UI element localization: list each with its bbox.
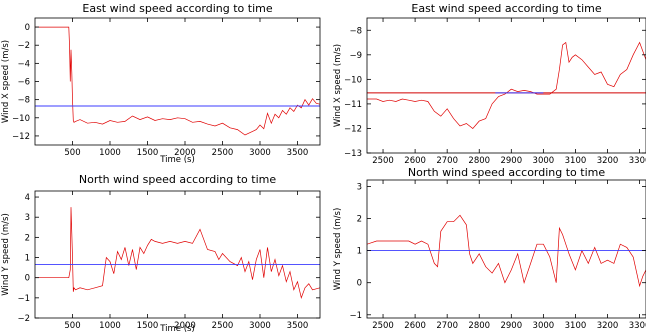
x-tick-label: 2500 <box>372 321 394 331</box>
plot-frame <box>366 17 646 154</box>
x-tick-label: 2900 <box>500 321 522 331</box>
y-tick-label: −1 <box>17 294 30 304</box>
y-tick-label: 1 <box>357 247 362 257</box>
y-tick-label: 3 <box>357 182 362 192</box>
x-tick-label: 3000 <box>249 321 271 331</box>
x-tick-label: 2500 <box>372 156 394 166</box>
chart-north-full: 500 1000 1500 2000 2500 3000 3500 −2 −1 0 1 2 3 4 Nort… <box>1 173 321 333</box>
x-tick-label: 2800 <box>468 321 490 331</box>
y-tick-label: 4 <box>25 193 30 203</box>
x-tick-label: 2500 <box>212 321 234 331</box>
x-tick-label: 3100 <box>565 156 587 166</box>
y-tick-label: −10 <box>12 114 30 124</box>
x-tick-label: 500 <box>64 321 80 331</box>
y-tick-label: 2 <box>357 215 362 225</box>
chart-title: East wind speed according to time <box>411 2 601 15</box>
chart-title: East wind speed according to time <box>82 2 272 15</box>
x-tick-label: 1000 <box>99 321 121 331</box>
x-tick-label: 2700 <box>436 156 458 166</box>
y-axis-label: Wind Y speed (m/s) <box>333 208 343 291</box>
x-tick-label: 1500 <box>137 148 159 158</box>
x-tick-label: 3000 <box>249 148 271 158</box>
y-tick-label: −2 <box>17 314 30 324</box>
x-tick-label: 2900 <box>500 156 522 166</box>
y-tick-label: −8 <box>349 26 362 36</box>
y-tick-label: −9 <box>349 51 362 61</box>
plot-frame <box>366 179 646 319</box>
x-tick-label: 2000 <box>174 148 196 158</box>
x-tick-label: 3500 <box>287 321 309 331</box>
y-tick-label: 0 <box>25 23 30 33</box>
x-tick-label: 1000 <box>99 148 121 158</box>
x-tick-label: 2000 <box>174 321 196 331</box>
y-tick-label: 1 <box>25 254 30 264</box>
plot-frame <box>34 17 321 146</box>
x-tick-label: 3300 <box>629 156 646 166</box>
y-tick-label: −12 <box>344 124 362 134</box>
x-tick-label: 3000 <box>533 321 555 331</box>
y-tick-label: −11 <box>344 100 362 110</box>
x-tick-label: 2500 <box>212 148 234 158</box>
chart-east-full: 500 1000 1500 2000 2500 3000 3500 −12 −10 −8 −6 −4 −… <box>1 2 321 165</box>
y-tick-label: −12 <box>12 132 30 142</box>
y-tick-label: 0 <box>25 274 30 284</box>
x-axis-label: Time (s) <box>159 155 195 165</box>
x-tick-label: 2600 <box>404 321 426 331</box>
x-tick-label: 3300 <box>629 321 646 331</box>
chart-title: North wind speed according to time <box>408 166 606 179</box>
y-tick-label: −10 <box>344 75 362 85</box>
chart-title: North wind speed according to time <box>79 173 277 186</box>
x-tick-label: 2800 <box>468 156 490 166</box>
y-tick-label: 0 <box>357 279 362 289</box>
x-tick-label: 3000 <box>533 156 555 166</box>
y-tick-label: 3 <box>25 213 30 223</box>
y-tick-label: −13 <box>344 149 362 159</box>
series-line-0 <box>367 41 646 129</box>
plot-area <box>367 214 646 288</box>
plot-area <box>35 207 320 300</box>
y-axis-label: Wind X speed (m/s) <box>333 44 343 127</box>
plot-area <box>367 41 646 129</box>
x-tick-label: 2700 <box>436 321 458 331</box>
chart-north-zoom: 2500 2600 2700 2800 2900 3000 3100 3200 3300 −1 0 1… <box>333 166 646 331</box>
y-tick-label: −1 <box>349 311 362 321</box>
y-tick-label: −6 <box>17 78 30 88</box>
x-tick-label: 3500 <box>287 148 309 158</box>
x-tick-label: 3200 <box>597 321 619 331</box>
x-tick-label: 2600 <box>404 156 426 166</box>
series-line-0 <box>367 214 646 288</box>
x-tick-label: 3100 <box>565 321 587 331</box>
y-axis-label: Wind X speed (m/s) <box>1 40 11 123</box>
x-axis-label: Time (s) <box>159 324 195 333</box>
chart-east-zoom: 2500 2600 2700 2800 2900 3000 3100 3200 3300 −13 −… <box>333 2 646 166</box>
series-line-0 <box>35 207 320 300</box>
series-line-0 <box>35 26 320 136</box>
y-axis-label: Wind Y speed (m/s) <box>1 213 11 296</box>
x-tick-label: 3200 <box>597 156 619 166</box>
y-tick-label: −2 <box>17 41 30 51</box>
x-tick-label: 1500 <box>137 321 159 331</box>
y-tick-label: 2 <box>25 233 30 243</box>
x-tick-label: 500 <box>64 148 80 158</box>
plot-frame <box>34 190 321 319</box>
y-tick-label: −4 <box>17 59 30 69</box>
plot-area <box>35 26 320 136</box>
y-tick-label: −8 <box>17 96 30 106</box>
